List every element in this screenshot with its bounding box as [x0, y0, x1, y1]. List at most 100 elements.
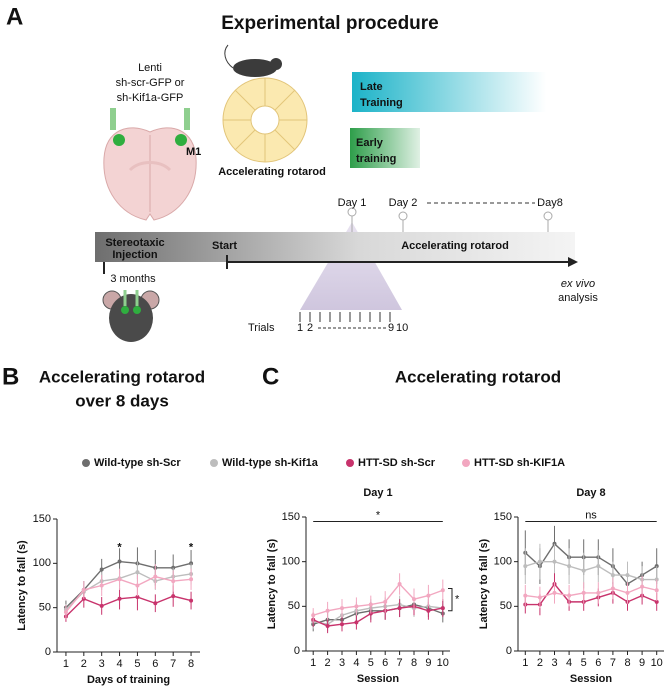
significance-text: ns — [585, 509, 597, 521]
x-tick-label: 6 — [152, 658, 158, 670]
data-point — [383, 599, 388, 604]
brain-illustration — [103, 108, 197, 221]
trial-number: 9 — [388, 322, 394, 334]
data-point — [354, 604, 359, 609]
data-point — [567, 593, 572, 598]
y-tick-label: 50 — [288, 600, 300, 612]
rotarod-illustration — [222, 44, 308, 163]
endpoint-text: analysis — [558, 292, 598, 304]
late-training-text: Late — [360, 81, 383, 93]
x-tick-label: 5 — [134, 658, 140, 670]
data-point — [368, 602, 373, 607]
significance-text: * — [455, 594, 460, 606]
timeline-tick — [103, 255, 228, 274]
data-point — [440, 588, 445, 593]
x-axis-label: Session — [357, 673, 399, 685]
legend-label: HTT-SD sh-KIF1A — [474, 457, 565, 469]
data-point — [354, 620, 359, 625]
data-point — [596, 564, 601, 569]
legend-marker — [462, 459, 470, 467]
series-line — [524, 542, 658, 585]
series-line — [65, 560, 192, 609]
data-point — [81, 587, 86, 592]
x-tick-label: 7 — [170, 658, 176, 670]
x-tick-label: 3 — [99, 658, 105, 670]
panel-label: A — [6, 3, 23, 30]
x-tick-label: 4 — [353, 657, 359, 669]
legend-label: HTT-SD sh-Scr — [358, 457, 436, 469]
legend-marker — [210, 459, 218, 467]
x-tick-label: 8 — [188, 658, 194, 670]
data-point — [610, 586, 615, 591]
data-point — [625, 590, 630, 595]
data-point — [189, 598, 194, 603]
y-tick-label: 50 — [39, 602, 51, 614]
data-point — [640, 584, 645, 589]
data-point — [654, 588, 659, 593]
late-training-text: Training — [360, 97, 403, 109]
x-tick-label: 6 — [382, 657, 388, 669]
data-point — [440, 606, 445, 611]
series-line — [312, 605, 443, 627]
data-point — [537, 595, 542, 600]
data-point — [99, 567, 104, 572]
y-tick-label: 0 — [45, 646, 51, 658]
trials-zoom — [300, 222, 402, 310]
endpoint-text: ex vivo — [561, 278, 595, 290]
series-line — [525, 582, 657, 606]
legend-marker — [82, 459, 90, 467]
day-pins — [347, 207, 553, 232]
injection-text: sh-Kif1a-GFP — [117, 92, 184, 104]
x-axis-label: Session — [570, 673, 612, 685]
data-point — [654, 599, 659, 604]
x-tick-label: 5 — [368, 657, 374, 669]
series-line — [65, 595, 192, 618]
late-training-bar — [352, 72, 546, 112]
y-axis-label: Latency to fall (s) — [478, 538, 490, 629]
series-line — [312, 582, 444, 616]
data-point — [412, 597, 416, 602]
x-tick-label: 10 — [651, 657, 663, 669]
data-point — [325, 623, 330, 628]
data-point — [99, 583, 104, 588]
legend-marker — [346, 459, 354, 467]
injection-text: Lenti — [138, 62, 162, 74]
data-point — [117, 596, 122, 601]
trial-number: 10 — [396, 322, 408, 334]
injection-text: sh-scr-GFP or — [116, 77, 185, 89]
x-tick-label: 3 — [339, 657, 345, 669]
timeline-bar — [95, 232, 575, 262]
day-label: Day8 — [537, 197, 563, 209]
data-point — [135, 583, 140, 588]
diagram-title: Experimental procedure — [221, 13, 439, 34]
y-tick-label: 100 — [33, 557, 51, 569]
y-tick-label: 150 — [494, 511, 512, 523]
data-point — [625, 573, 630, 578]
y-tick-label: 50 — [500, 600, 512, 612]
significance-mark: * — [189, 541, 194, 553]
data-point — [117, 577, 122, 582]
panel-label: B — [2, 363, 19, 390]
data-point — [117, 559, 122, 564]
data-point — [63, 610, 68, 615]
series-line — [525, 560, 657, 581]
panel-label: C — [262, 363, 279, 390]
data-point — [171, 594, 176, 599]
x-tick-label: 5 — [581, 657, 587, 669]
chart-title: Accelerating rotarod — [39, 367, 205, 386]
legend-label: Wild-type sh-Scr — [94, 457, 181, 469]
data-point — [567, 564, 572, 569]
region-label: M1 — [186, 146, 201, 158]
stage-text: Stereotaxic — [105, 237, 164, 249]
phase-text: Accelerating rotarod — [401, 240, 509, 252]
data-point — [581, 590, 586, 595]
legend-label: Wild-type sh-Kif1a — [222, 457, 319, 469]
y-axis-label: Latency to fall (s) — [16, 540, 28, 631]
series-line — [313, 603, 443, 625]
x-tick-label: 2 — [325, 657, 331, 669]
x-tick-label: 2 — [81, 658, 87, 670]
series-line — [525, 585, 657, 599]
y-tick-label: 100 — [494, 556, 512, 568]
early-training-text: Early — [356, 137, 384, 149]
stage-text: Injection — [112, 249, 158, 261]
